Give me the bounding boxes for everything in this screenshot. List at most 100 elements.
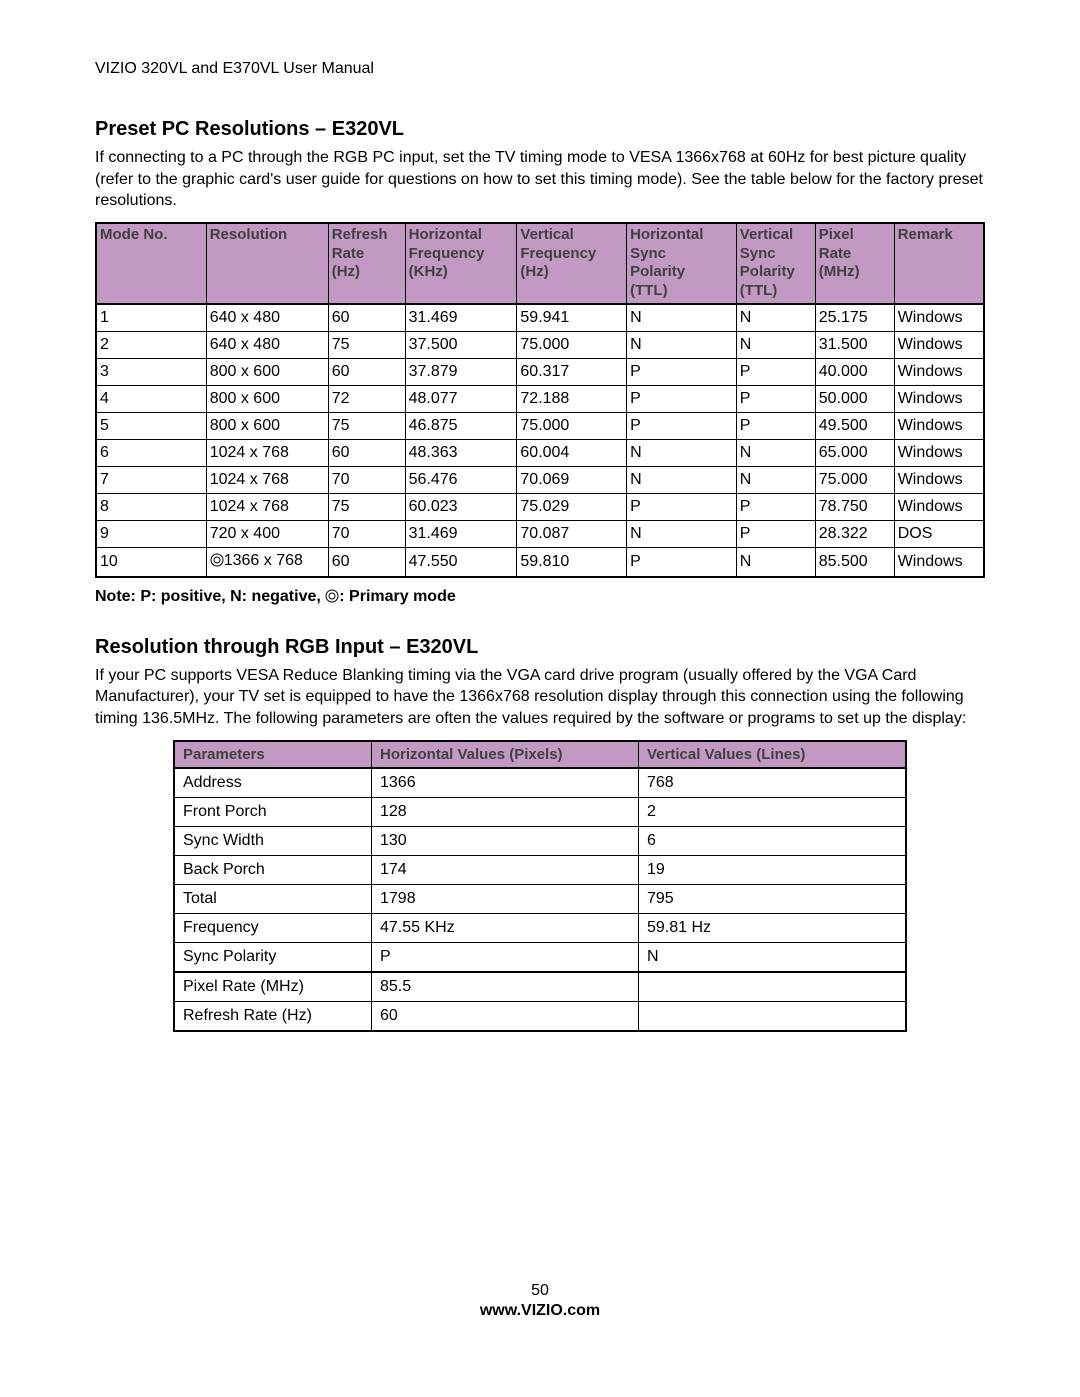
table-cell: 128 xyxy=(372,797,639,826)
table-cell: P xyxy=(627,358,737,385)
table-cell: N xyxy=(736,304,815,332)
table-cell: 47.550 xyxy=(405,547,517,577)
table-cell: Windows xyxy=(894,412,984,439)
table-cell: 28.322 xyxy=(815,520,894,547)
table-cell: 60.004 xyxy=(517,439,627,466)
table-cell: 720 x 400 xyxy=(206,520,328,547)
table-cell: 49.500 xyxy=(815,412,894,439)
table-cell: 40.000 xyxy=(815,358,894,385)
table-cell: 75 xyxy=(328,412,405,439)
table-row: Frequency47.55 KHz59.81 Hz xyxy=(174,913,906,942)
table-row: 3800 x 6006037.87960.317PP40.000Windows xyxy=(96,358,984,385)
table-cell: 1366 xyxy=(372,768,639,798)
table-cell: Windows xyxy=(894,385,984,412)
table-cell: 60.317 xyxy=(517,358,627,385)
table-cell xyxy=(639,1001,907,1031)
document-header: VIZIO 320VL and E370VL User Manual xyxy=(95,60,985,78)
section2-body: If your PC supports VESA Reduce Blanking… xyxy=(95,665,985,730)
table-row: 81024 x 7687560.02375.029PP78.750Windows xyxy=(96,493,984,520)
table-cell: N xyxy=(736,331,815,358)
parameters-table: ParametersHorizontal Values (Pixels)Vert… xyxy=(173,740,907,1032)
table-row: 61024 x 7686048.36360.004NN65.000Windows xyxy=(96,439,984,466)
section1-heading: Preset PC Resolutions – E320VL xyxy=(95,118,985,141)
primary-mode-icon xyxy=(210,553,224,572)
table-cell: Pixel Rate (MHz) xyxy=(174,972,372,1002)
table-cell: Windows xyxy=(894,466,984,493)
table-cell: 60 xyxy=(328,358,405,385)
table-cell: N xyxy=(736,466,815,493)
table-cell: 85.500 xyxy=(815,547,894,577)
table-cell: 59.81 Hz xyxy=(639,913,907,942)
table-cell: N xyxy=(627,304,737,332)
table-cell: 1024 x 768 xyxy=(206,493,328,520)
table-cell: 1024 x 768 xyxy=(206,466,328,493)
table-cell: P xyxy=(736,520,815,547)
table-cell: 37.879 xyxy=(405,358,517,385)
note-suffix: : Primary mode xyxy=(339,588,455,605)
table-row: 71024 x 7687056.47670.069NN75.000Windows xyxy=(96,466,984,493)
table-row: 2640 x 4807537.50075.000NN31.500Windows xyxy=(96,331,984,358)
table-cell: 75 xyxy=(328,331,405,358)
table-cell: 60 xyxy=(328,439,405,466)
table-cell: 65.000 xyxy=(815,439,894,466)
table-cell: P xyxy=(736,358,815,385)
table-cell: N xyxy=(736,439,815,466)
table-cell: N xyxy=(627,466,737,493)
table-cell: Windows xyxy=(894,547,984,577)
table-cell: 70.087 xyxy=(517,520,627,547)
table-cell: 9 xyxy=(96,520,206,547)
table-row: 101366 x 7686047.55059.810PN85.500Window… xyxy=(96,547,984,577)
table-row: Sync PolarityPN xyxy=(174,942,906,972)
table-cell: 31.500 xyxy=(815,331,894,358)
table-row: 4800 x 6007248.07772.188PP50.000Windows xyxy=(96,385,984,412)
table-row: Refresh Rate (Hz)60 xyxy=(174,1001,906,1031)
table-cell: 5 xyxy=(96,412,206,439)
table-cell: Address xyxy=(174,768,372,798)
table-cell: Back Porch xyxy=(174,855,372,884)
table-cell: N xyxy=(627,439,737,466)
table-cell: 75 xyxy=(328,493,405,520)
table-cell: 48.363 xyxy=(405,439,517,466)
table-row: Front Porch1282 xyxy=(174,797,906,826)
table-cell: Sync Polarity xyxy=(174,942,372,972)
table-cell: 800 x 600 xyxy=(206,385,328,412)
table-cell: Refresh Rate (Hz) xyxy=(174,1001,372,1031)
table-row: 1640 x 4806031.46959.941NN25.175Windows xyxy=(96,304,984,332)
table-cell: 37.500 xyxy=(405,331,517,358)
table-cell: 31.469 xyxy=(405,304,517,332)
table-cell: 10 xyxy=(96,547,206,577)
table-cell: Frequency xyxy=(174,913,372,942)
table-cell: 56.476 xyxy=(405,466,517,493)
table-cell: 75.000 xyxy=(517,412,627,439)
table-cell: 1798 xyxy=(372,884,639,913)
column-header: VerticalSyncPolarity(TTL) xyxy=(736,223,815,304)
table-cell: P xyxy=(627,547,737,577)
preset-resolutions-table: Mode No.ResolutionRefreshRate(Hz)Horizon… xyxy=(95,222,985,578)
table-cell: 1366 x 768 xyxy=(206,547,328,577)
table-cell: Total xyxy=(174,884,372,913)
note-prefix: Note: P: positive, N: negative, xyxy=(95,588,325,605)
table-cell: P xyxy=(627,493,737,520)
table-note: Note: P: positive, N: negative, : Primar… xyxy=(95,588,985,608)
column-header: Resolution xyxy=(206,223,328,304)
table-cell: 19 xyxy=(639,855,907,884)
page-footer: 50 www.VIZIO.com xyxy=(95,1282,985,1320)
table-cell: 1 xyxy=(96,304,206,332)
table-row: Address1366768 xyxy=(174,768,906,798)
table-cell: 60 xyxy=(328,304,405,332)
table-cell: Front Porch xyxy=(174,797,372,826)
table-cell: 47.55 KHz xyxy=(372,913,639,942)
table-row: 5800 x 6007546.87575.000PP49.500Windows xyxy=(96,412,984,439)
table-cell: 640 x 480 xyxy=(206,304,328,332)
table-cell: P xyxy=(736,493,815,520)
table-cell: 60.023 xyxy=(405,493,517,520)
table-row: Total1798795 xyxy=(174,884,906,913)
table-cell: Windows xyxy=(894,331,984,358)
page-number: 50 xyxy=(95,1282,985,1300)
table-header-row: ParametersHorizontal Values (Pixels)Vert… xyxy=(174,741,906,768)
table-cell: P xyxy=(627,385,737,412)
column-header: Horizontal Values (Pixels) xyxy=(372,741,639,768)
table-cell: 6 xyxy=(639,826,907,855)
table-cell: Windows xyxy=(894,439,984,466)
table-cell: 800 x 600 xyxy=(206,358,328,385)
